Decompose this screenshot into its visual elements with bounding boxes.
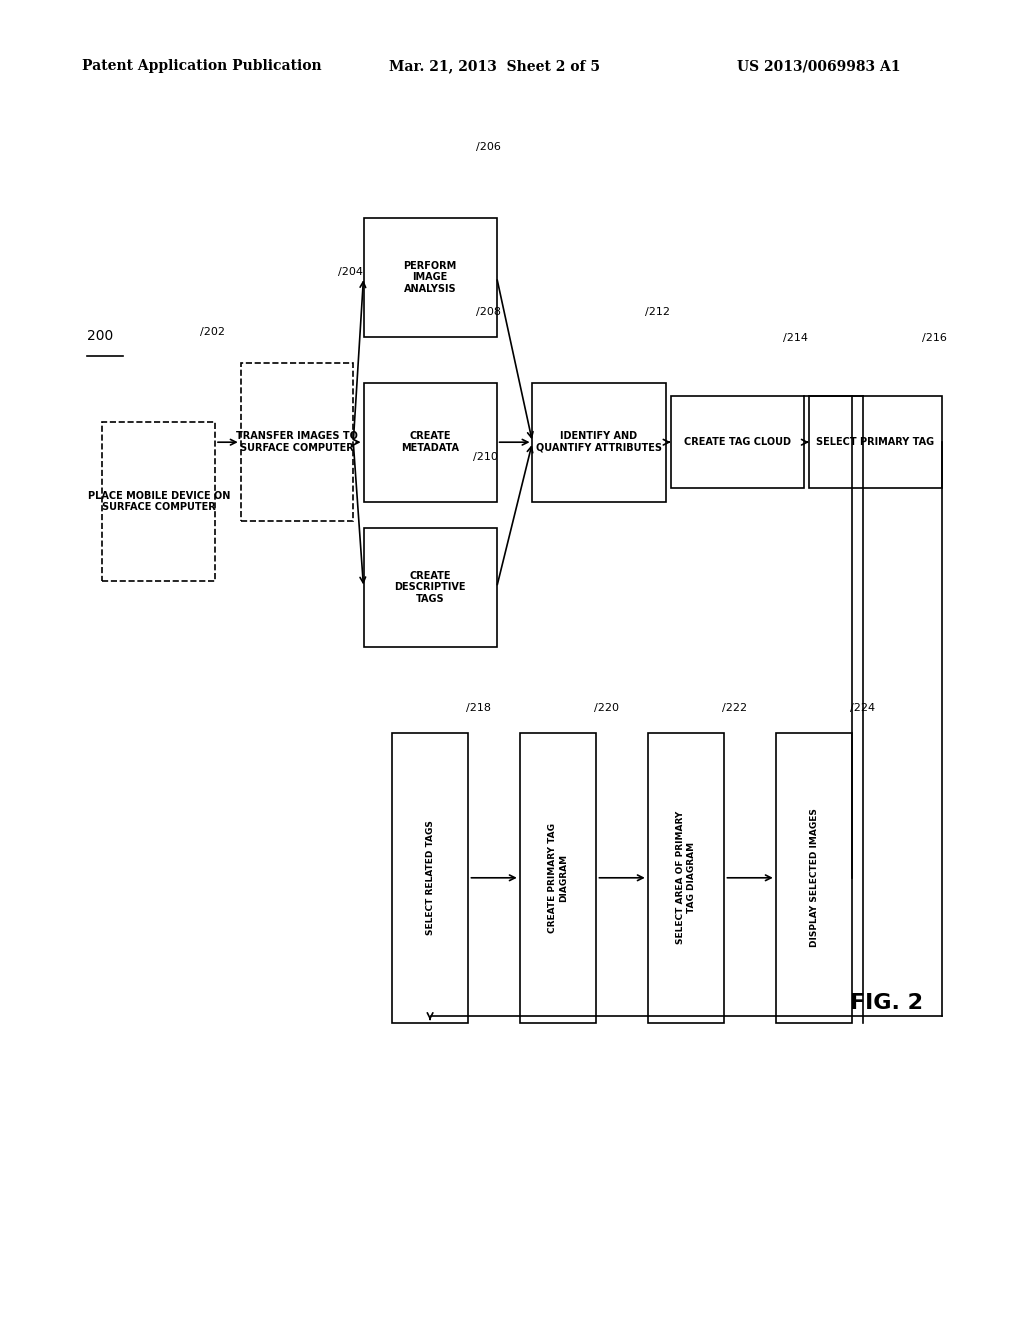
- FancyBboxPatch shape: [391, 733, 469, 1023]
- Text: /224: /224: [850, 702, 876, 713]
- FancyBboxPatch shape: [648, 733, 725, 1023]
- Text: SELECT PRIMARY TAG: SELECT PRIMARY TAG: [816, 437, 935, 447]
- Text: TRANSFER IMAGES TO
SURFACE COMPUTER: TRANSFER IMAGES TO SURFACE COMPUTER: [236, 432, 358, 453]
- Text: /218: /218: [466, 702, 490, 713]
- Text: /212: /212: [645, 306, 670, 317]
- Text: US 2013/0069983 A1: US 2013/0069983 A1: [737, 59, 901, 74]
- Text: CREATE TAG CLOUD: CREATE TAG CLOUD: [684, 437, 791, 447]
- Text: /222: /222: [722, 702, 748, 713]
- Text: Patent Application Publication: Patent Application Publication: [82, 59, 322, 74]
- Text: Mar. 21, 2013  Sheet 2 of 5: Mar. 21, 2013 Sheet 2 of 5: [389, 59, 600, 74]
- FancyBboxPatch shape: [809, 396, 942, 488]
- Text: SELECT AREA OF PRIMARY
TAG DIAGRAM: SELECT AREA OF PRIMARY TAG DIAGRAM: [677, 812, 695, 944]
- Text: /206: /206: [476, 141, 501, 152]
- FancyBboxPatch shape: [532, 383, 666, 502]
- Text: 200: 200: [87, 329, 114, 343]
- Text: /216: /216: [922, 333, 946, 343]
- FancyBboxPatch shape: [671, 396, 804, 488]
- Text: PLACE MOBILE DEVICE ON
SURFACE COMPUTER: PLACE MOBILE DEVICE ON SURFACE COMPUTER: [87, 491, 230, 512]
- FancyBboxPatch shape: [776, 733, 852, 1023]
- Text: PERFORM
IMAGE
ANALYSIS: PERFORM IMAGE ANALYSIS: [403, 260, 457, 294]
- Text: FIG. 2: FIG. 2: [850, 993, 923, 1014]
- FancyBboxPatch shape: [364, 218, 497, 337]
- FancyBboxPatch shape: [241, 363, 353, 521]
- Text: /220: /220: [594, 702, 618, 713]
- Text: DISPLAY SELECTED IMAGES: DISPLAY SELECTED IMAGES: [810, 808, 818, 948]
- Text: /214: /214: [783, 333, 808, 343]
- FancyBboxPatch shape: [364, 528, 497, 647]
- Text: /204: /204: [338, 267, 362, 277]
- Text: CREATE
METADATA: CREATE METADATA: [401, 432, 459, 453]
- FancyBboxPatch shape: [102, 422, 215, 581]
- Text: SELECT RELATED TAGS: SELECT RELATED TAGS: [426, 820, 434, 936]
- Text: CREATE
DESCRIPTIVE
TAGS: CREATE DESCRIPTIVE TAGS: [394, 570, 466, 605]
- Text: IDENTIFY AND
QUANTIFY ATTRIBUTES: IDENTIFY AND QUANTIFY ATTRIBUTES: [536, 432, 663, 453]
- Text: /208: /208: [476, 306, 501, 317]
- Text: CREATE PRIMARY TAG
DIAGRAM: CREATE PRIMARY TAG DIAGRAM: [549, 822, 567, 933]
- FancyBboxPatch shape: [520, 733, 596, 1023]
- Text: /210: /210: [473, 451, 498, 462]
- FancyBboxPatch shape: [364, 383, 497, 502]
- Text: /202: /202: [200, 326, 224, 337]
